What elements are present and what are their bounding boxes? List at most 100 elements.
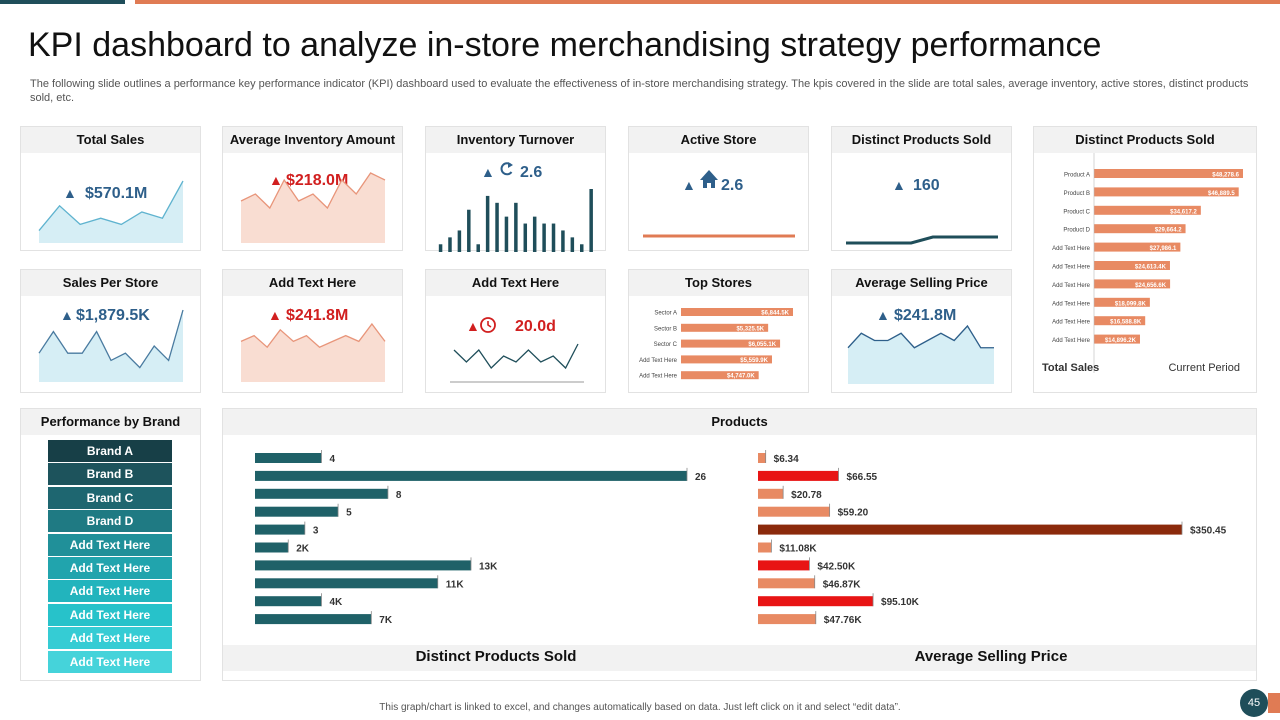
value-label: $29,664.2 [1155, 228, 1182, 234]
active-store-chart: ▲ 2.6 [643, 170, 795, 238]
avg-selling-price-chart: ▲ $241.8M [847, 307, 994, 384]
category-label: Add Text Here [1052, 301, 1091, 307]
value-label: $20.78 [791, 490, 822, 501]
bar [570, 237, 575, 252]
bar [448, 237, 452, 252]
category-label: Product A [1064, 173, 1090, 179]
clock-icon [480, 317, 496, 333]
bar [532, 216, 537, 252]
kpi-arrow: ▲ [268, 307, 282, 323]
kpi-value: $218.0M [286, 172, 348, 189]
bar [758, 614, 816, 625]
bar [255, 542, 289, 553]
value-label: 11K [446, 579, 465, 590]
add-text-2-chart: ▲ 20.0d [450, 317, 584, 383]
card-inventory-turnover: Inventory Turnover ▲ 2.6 [425, 126, 606, 252]
bar [758, 453, 766, 463]
bar [758, 470, 839, 481]
series-line [38, 180, 184, 232]
card-title: Sales Per Store [21, 270, 200, 296]
brand-item: Brand D [48, 510, 172, 533]
bar [504, 216, 509, 252]
card-active-store: Active Store ▲ 2.6 [628, 126, 809, 251]
value-label: 5 [346, 508, 352, 519]
card-distinct-products-list: Distinct Products Sold Product A $48,278.… [1033, 126, 1257, 393]
value-label: $11.08K [779, 544, 817, 555]
bar [255, 578, 438, 589]
kpi-arrow: ▲ [60, 307, 74, 323]
bar-sparkline [438, 189, 593, 252]
refresh-icon [500, 162, 513, 176]
series-line [38, 309, 184, 369]
bar [467, 209, 471, 252]
value-label: $6.34 [774, 454, 799, 465]
card-title: Products [223, 409, 1256, 435]
brand-item: Add Text Here [48, 627, 172, 650]
value-label: $59.20 [838, 508, 869, 519]
value-label: $66.55 [847, 472, 878, 483]
value-label: 3 [313, 526, 319, 537]
bar [255, 488, 388, 499]
value-label: $46.87K [823, 579, 862, 590]
bar [255, 524, 305, 535]
value-label: $24,613.4K [1135, 265, 1167, 271]
products-left-label: Distinct Products Sold [415, 648, 577, 665]
bar [551, 223, 556, 252]
bar [681, 308, 793, 316]
bar [255, 614, 372, 625]
category-label: Product D [1063, 228, 1090, 234]
bar [589, 189, 593, 252]
distinct-products-sold-bars: 4 26 8 5 32K 13K 11K 4K 7K [255, 450, 707, 626]
kpi-arrow: ▲ [466, 318, 480, 334]
kpi-value: 20.0d [515, 318, 556, 335]
bar [476, 244, 480, 252]
card-sales-per-store: Sales Per Store ▲ $1,879.5K [20, 269, 201, 393]
bar [1094, 297, 1150, 307]
value-label: $27,986.1 [1150, 246, 1177, 252]
bar [758, 596, 874, 607]
kpi-arrow: ▲ [892, 177, 906, 193]
area-fill [39, 181, 183, 243]
sparkline [240, 172, 386, 243]
bar [255, 470, 687, 481]
value-label: $6,844.5K [761, 311, 789, 317]
add-text-1-chart: ▲ $241.8M [240, 307, 386, 382]
sales-per-store-chart: ▲ $1,879.5K [38, 307, 184, 382]
card-title: Average Inventory Amount [223, 127, 402, 153]
page-subtitle: The following slide outlines a performan… [30, 78, 1249, 104]
value-label: $48,278.6 [1212, 173, 1239, 179]
value-label: $4,747.0K [727, 374, 755, 380]
value-label: $42.50K [817, 561, 856, 572]
value-label: 13K [479, 561, 498, 572]
sparkline [38, 180, 184, 243]
products-right-label: Average Selling Price [914, 648, 1068, 665]
card-title: Total Sales [21, 127, 200, 153]
card-add-text-1: Add Text Here ▲ $241.8M [222, 269, 403, 393]
category-label: Add Text Here [1052, 338, 1091, 344]
category-label: Product C [1063, 209, 1090, 215]
card-products: Products 4 26 8 5 3 2K 13K 11K 4K 7K $6.34 $66.55 $… [222, 408, 1257, 681]
card-add-text-2: Add Text Here ▲ 20.0d [425, 269, 606, 393]
distinct-products-list-chart: Product A $48,278.6 Product B $46,889.5 Prod… [1052, 153, 1243, 373]
top-bar-dark [0, 0, 125, 4]
brand-item: Add Text Here [48, 603, 172, 626]
value-label: $95.10K [881, 597, 920, 608]
kpi-arrow: ▲ [481, 164, 495, 180]
brand-item: Brand A [48, 440, 172, 462]
bar [681, 339, 781, 348]
card-average-inventory: Average Inventory Amount ▲ $218.0M [222, 126, 403, 251]
value-label: $16,588.8K [1110, 320, 1142, 326]
bar [1094, 224, 1186, 234]
card-title: Average Selling Price [832, 270, 1011, 296]
value-label: $34,617.2 [1170, 209, 1197, 215]
card-title: Top Stores [629, 270, 808, 296]
bar [255, 506, 339, 517]
avg-inventory-chart: ▲ $218.0M [240, 172, 386, 243]
brand-item: Add Text Here [48, 650, 172, 673]
value-label: $5,325.5K [736, 326, 764, 332]
brand-item: Brand C [48, 486, 172, 509]
bar [758, 524, 1182, 535]
category-label: Add Text Here [639, 374, 678, 380]
bar [485, 195, 490, 252]
category-label: Sector C [654, 342, 678, 348]
